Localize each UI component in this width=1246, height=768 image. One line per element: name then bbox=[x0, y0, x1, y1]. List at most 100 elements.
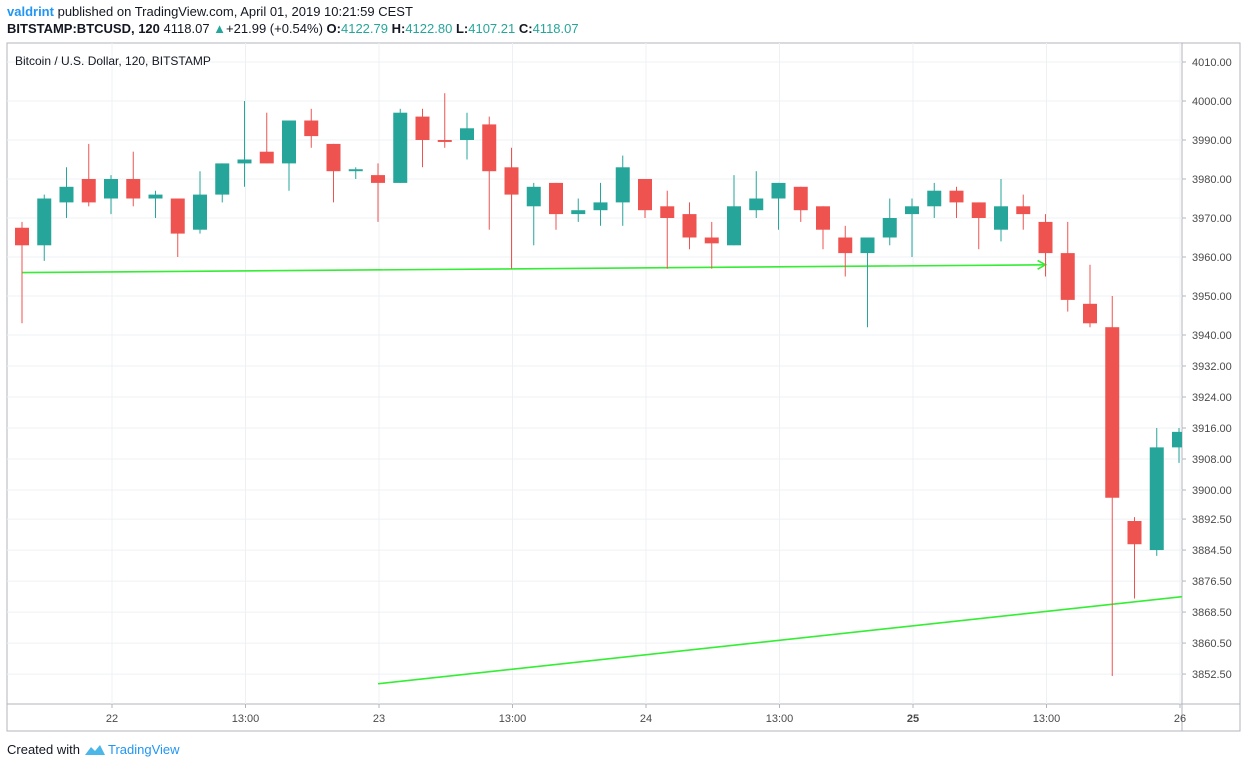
price-label: 3932.00 bbox=[1192, 361, 1232, 373]
candle-body-down bbox=[81, 179, 96, 203]
candle-body-down bbox=[793, 186, 808, 211]
candle-body-down bbox=[1038, 221, 1053, 254]
candle-body-up bbox=[215, 163, 230, 195]
candle-body-up bbox=[237, 159, 252, 164]
price-label: 3852.50 bbox=[1192, 669, 1232, 681]
candle-body-up bbox=[994, 206, 1008, 230]
last-price: 4118.07 bbox=[163, 21, 210, 36]
low-value: 4107.21 bbox=[468, 21, 516, 36]
close-label: C: bbox=[518, 21, 533, 36]
candle-body-up bbox=[1149, 447, 1164, 551]
chart-title: Bitcoin / U.S. Dollar, 120, BITSTAMP bbox=[15, 54, 211, 68]
price-label: 3950.00 bbox=[1192, 291, 1232, 303]
candle-body-up bbox=[727, 206, 741, 246]
price-label: 3970.00 bbox=[1192, 213, 1232, 225]
price-label: 3916.00 bbox=[1192, 423, 1232, 435]
low-label: L: bbox=[455, 21, 469, 36]
candle-body-up bbox=[593, 202, 608, 211]
candle-body-up bbox=[460, 128, 474, 140]
price-label: 3884.50 bbox=[1192, 545, 1232, 557]
published-text: published on TradingView.com, April 01, … bbox=[57, 4, 413, 19]
candle-body-up bbox=[59, 186, 74, 203]
trendline bbox=[377, 595, 1182, 685]
price-label: 3924.00 bbox=[1192, 392, 1232, 404]
candle-body-down bbox=[838, 237, 853, 254]
footer: Created with TradingView bbox=[7, 742, 180, 757]
price-label: 3960.00 bbox=[1192, 252, 1232, 264]
price-label: 3980.00 bbox=[1192, 174, 1232, 186]
time-axis[interactable]: 22 13:00 23 13:00 24 13:00 25 13:00 26 bbox=[106, 704, 1186, 725]
candle-body-up bbox=[393, 112, 408, 183]
close-value: 4118.07 bbox=[532, 21, 579, 36]
time-label: 24 bbox=[640, 713, 652, 725]
candle-body-up bbox=[771, 182, 786, 199]
price-label: 3940.00 bbox=[1192, 330, 1232, 342]
candle-body-down bbox=[549, 182, 563, 215]
candle-body-up bbox=[282, 120, 296, 164]
symbol-label: BITSTAMP:BTCUSD, 120 bbox=[7, 21, 160, 36]
time-label: 13:00 bbox=[499, 713, 527, 725]
candle-body-up bbox=[1172, 431, 1182, 448]
candle-body-down bbox=[126, 179, 141, 199]
time-label: 26 bbox=[1174, 713, 1186, 725]
price-label: 3868.50 bbox=[1192, 607, 1232, 619]
candle-body-down bbox=[704, 237, 719, 244]
trendline bbox=[21, 264, 1046, 274]
price-chart[interactable]: 4010.00 4000.00 3990.00 3980.00 3970.00 3960.… bbox=[0, 0, 1246, 740]
author-name[interactable]: valdrint bbox=[7, 4, 54, 19]
candles bbox=[15, 93, 1182, 676]
candle-body-up bbox=[148, 194, 163, 199]
price-label: 3908.00 bbox=[1192, 454, 1232, 466]
candle-body-up bbox=[571, 210, 586, 215]
candle-body-down bbox=[1083, 303, 1097, 324]
candle-body-up bbox=[348, 169, 363, 172]
candle-body-down bbox=[504, 167, 519, 195]
price-label: 3990.00 bbox=[1192, 135, 1232, 147]
price-label: 4000.00 bbox=[1192, 96, 1232, 108]
time-label: 13:00 bbox=[232, 713, 260, 725]
candle-body-down bbox=[437, 140, 452, 142]
candle-body-up bbox=[905, 206, 919, 215]
candle-body-down bbox=[949, 190, 964, 203]
tradingview-link[interactable]: TradingView bbox=[107, 742, 180, 757]
open-value: 4122.79 bbox=[340, 21, 388, 36]
candle-body-up bbox=[749, 198, 764, 211]
open-label: O: bbox=[326, 21, 341, 36]
price-label: 3900.00 bbox=[1192, 485, 1232, 497]
candle-body-down bbox=[682, 214, 697, 238]
price-label: 3860.50 bbox=[1192, 638, 1232, 650]
time-label: 22 bbox=[106, 713, 118, 725]
candle-body-up bbox=[37, 198, 52, 246]
candle-body-down bbox=[660, 206, 675, 218]
time-label: 25 bbox=[907, 713, 919, 725]
candle-body-up bbox=[526, 186, 541, 207]
candle-body-up bbox=[882, 218, 897, 238]
candle-body-up bbox=[193, 194, 207, 230]
candle-body-down bbox=[326, 143, 341, 172]
candle-body-down bbox=[482, 124, 497, 172]
candle-body-up bbox=[860, 237, 875, 254]
candle-body-down bbox=[638, 179, 652, 211]
candle-body-down bbox=[816, 206, 830, 230]
candle-body-down bbox=[1105, 327, 1120, 498]
high-label: H: bbox=[391, 21, 406, 36]
candle-body-down bbox=[1016, 206, 1031, 215]
chart-frame bbox=[6, 42, 1241, 732]
time-label: 13:00 bbox=[766, 713, 794, 725]
time-label: 23 bbox=[373, 713, 385, 725]
candle-body-down bbox=[371, 175, 385, 183]
candle-body-up bbox=[927, 190, 942, 207]
candle-body-down bbox=[1127, 521, 1142, 545]
candle-body-down bbox=[15, 227, 29, 246]
price-label: 4010.00 bbox=[1192, 57, 1232, 69]
change-up-icon: ▲ bbox=[213, 21, 227, 36]
tradingview-logo-icon bbox=[84, 745, 105, 755]
time-label: 13:00 bbox=[1033, 713, 1061, 725]
candle-body-down bbox=[1060, 253, 1075, 300]
candle-body-down bbox=[415, 116, 430, 140]
ohlc-line: BITSTAMP:BTCUSD, 120 4118.07 ▲+21.99 (+0… bbox=[7, 21, 579, 36]
grid bbox=[6, 42, 1241, 732]
high-value: 4122.80 bbox=[405, 21, 453, 36]
price-axis[interactable]: 4010.00 4000.00 3990.00 3980.00 3970.00 3960.… bbox=[1182, 57, 1232, 681]
candle-body-up bbox=[615, 167, 630, 203]
